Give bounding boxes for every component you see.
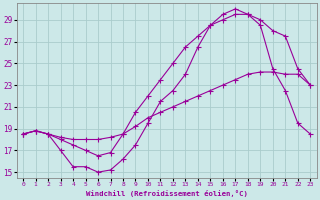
X-axis label: Windchill (Refroidissement éolien,°C): Windchill (Refroidissement éolien,°C): [86, 190, 248, 197]
